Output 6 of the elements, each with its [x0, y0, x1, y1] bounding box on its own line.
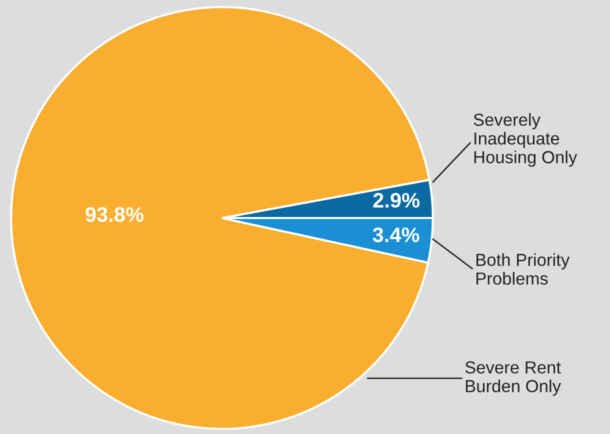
data-label: 2.9% [373, 192, 420, 208]
slice-label: Both Priority Problems [476, 253, 570, 285]
slice-label: Severely Inadequate Housing Only [474, 113, 578, 167]
slice-label: Severe Rent Burden Only [465, 361, 561, 396]
data-label: 93.8% [86, 207, 144, 222]
data-label: 3.4% [372, 227, 420, 242]
